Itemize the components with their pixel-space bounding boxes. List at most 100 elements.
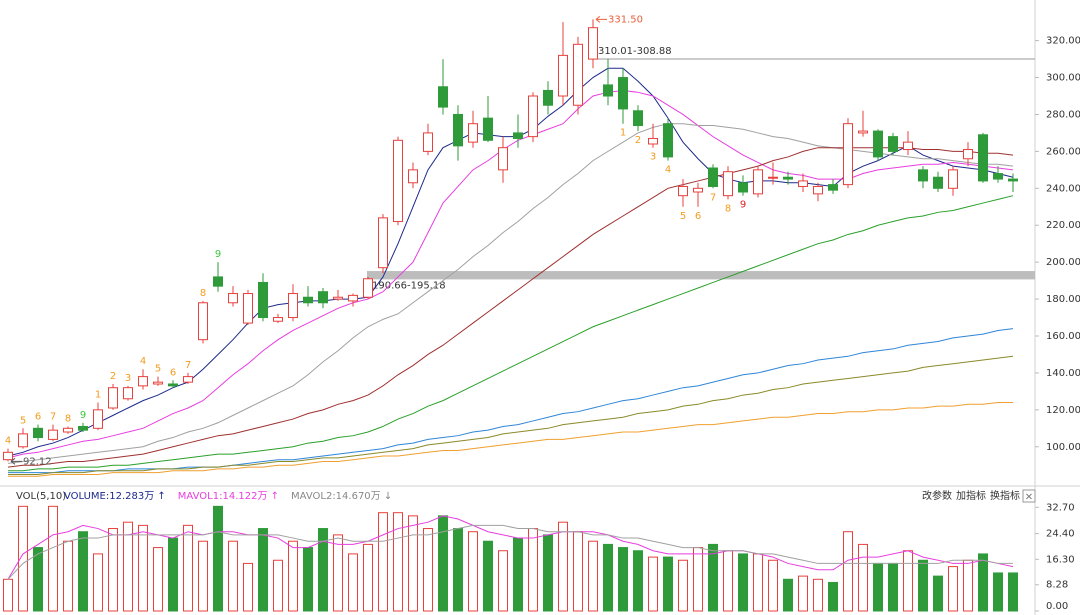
candle-body (918, 169, 928, 182)
candle-body (603, 84, 613, 97)
volume-bar (948, 566, 958, 612)
candle-body (78, 425, 88, 431)
volume-bar (648, 556, 658, 612)
td-count: 6 (35, 412, 41, 423)
candle-body (663, 123, 673, 158)
candle-body (183, 376, 193, 383)
volume-bar (963, 559, 973, 612)
volume-bar (888, 562, 898, 612)
td-count: 5 (20, 415, 26, 426)
candle-body (153, 381, 163, 385)
close-icon[interactable]: × (1025, 492, 1033, 503)
volume-bar (228, 540, 238, 612)
td-count: 8 (200, 288, 206, 299)
volume-bar (903, 550, 913, 612)
volume-bar (723, 550, 733, 612)
td-count: 9 (215, 249, 221, 260)
indicator-button[interactable]: 改参数 (922, 489, 952, 502)
candle-body (1008, 178, 1018, 182)
volume-bar (603, 543, 613, 612)
volume-bar (768, 559, 778, 612)
volume-bar (588, 540, 598, 612)
low-arrow (10, 457, 22, 465)
moving-average-line (8, 355, 1014, 475)
candle-body (678, 185, 688, 197)
y-tick-label: 240.00 (1046, 183, 1080, 194)
high-arrow (595, 15, 607, 23)
candle-body (393, 139, 403, 223)
candle-body (63, 427, 73, 433)
candle-body (483, 117, 493, 141)
y-tick-label: 120.00 (1046, 405, 1080, 416)
y-tick-label: 140.00 (1046, 368, 1080, 379)
indicator-button[interactable]: 加指标 (956, 489, 986, 502)
volume-bar (663, 556, 673, 612)
candle-body (693, 187, 703, 193)
candle-body (273, 317, 283, 322)
volume-bar (393, 512, 403, 612)
candle-body (378, 217, 388, 269)
candle-body (873, 130, 883, 158)
volume-bar (18, 505, 28, 612)
candle-body (228, 293, 238, 304)
volume-bar (1008, 572, 1018, 612)
volume-bar (333, 534, 343, 612)
volume-bar (483, 540, 493, 612)
volume-bar (303, 547, 313, 612)
volume-tick-label: 32.70 (1046, 502, 1075, 513)
td-count: 7 (185, 360, 191, 371)
y-tick-label: 280.00 (1046, 109, 1080, 120)
candle-body (798, 180, 808, 187)
candle-body (993, 173, 1003, 180)
candle-body (888, 136, 898, 152)
candle-body (258, 281, 268, 319)
td-count: 3 (125, 373, 131, 384)
volume-bar (48, 505, 58, 612)
td-count: 9 (740, 200, 746, 211)
volume-bar (468, 531, 478, 612)
candle-body (843, 123, 853, 186)
y-tick-label: 300.00 (1046, 73, 1080, 84)
volume-legend: MAVOL2:14.670万 ↓ (291, 491, 392, 502)
candle-body (573, 43, 583, 106)
volume-bar (288, 540, 298, 612)
volume-bar (783, 578, 793, 612)
indicator-button[interactable]: 换指标 (990, 489, 1020, 502)
y-tick-label: 260.00 (1046, 146, 1080, 157)
volume-bar (33, 547, 43, 612)
volume-bar (453, 528, 463, 612)
td-count: 6 (695, 211, 701, 222)
volume-average-line (7, 515, 1014, 580)
close-box[interactable] (1022, 489, 1036, 503)
candle-body (543, 89, 553, 106)
candle-body (168, 383, 178, 387)
volume-bar (738, 553, 748, 612)
candle-body (753, 169, 763, 195)
volume-bar (318, 528, 328, 612)
candle-body (783, 176, 793, 180)
volume-bar (363, 543, 373, 612)
volume-bar (933, 575, 943, 612)
high-label: 331.50 (608, 14, 643, 25)
volume-bar (633, 550, 643, 612)
td-count: 4 (665, 165, 671, 176)
candle-body (513, 132, 523, 139)
volume-bar (348, 553, 358, 612)
td-count: 7 (50, 412, 56, 423)
volume-bar (78, 531, 88, 612)
y-tick-label: 320.00 (1046, 36, 1080, 47)
candle-body (33, 427, 43, 439)
volume-tick-label: 0.00 (1046, 601, 1068, 612)
candle-body (708, 167, 718, 187)
volume-bar (828, 581, 838, 612)
candle-body (738, 182, 748, 193)
candle-body (363, 278, 373, 298)
volume-bar (678, 559, 688, 612)
candle-body (618, 77, 628, 110)
y-tick-label: 200.00 (1046, 257, 1080, 268)
td-count: 4 (140, 356, 146, 367)
candle-body (333, 296, 343, 300)
volume-bar (498, 550, 508, 612)
td-count: 4 (5, 436, 11, 447)
